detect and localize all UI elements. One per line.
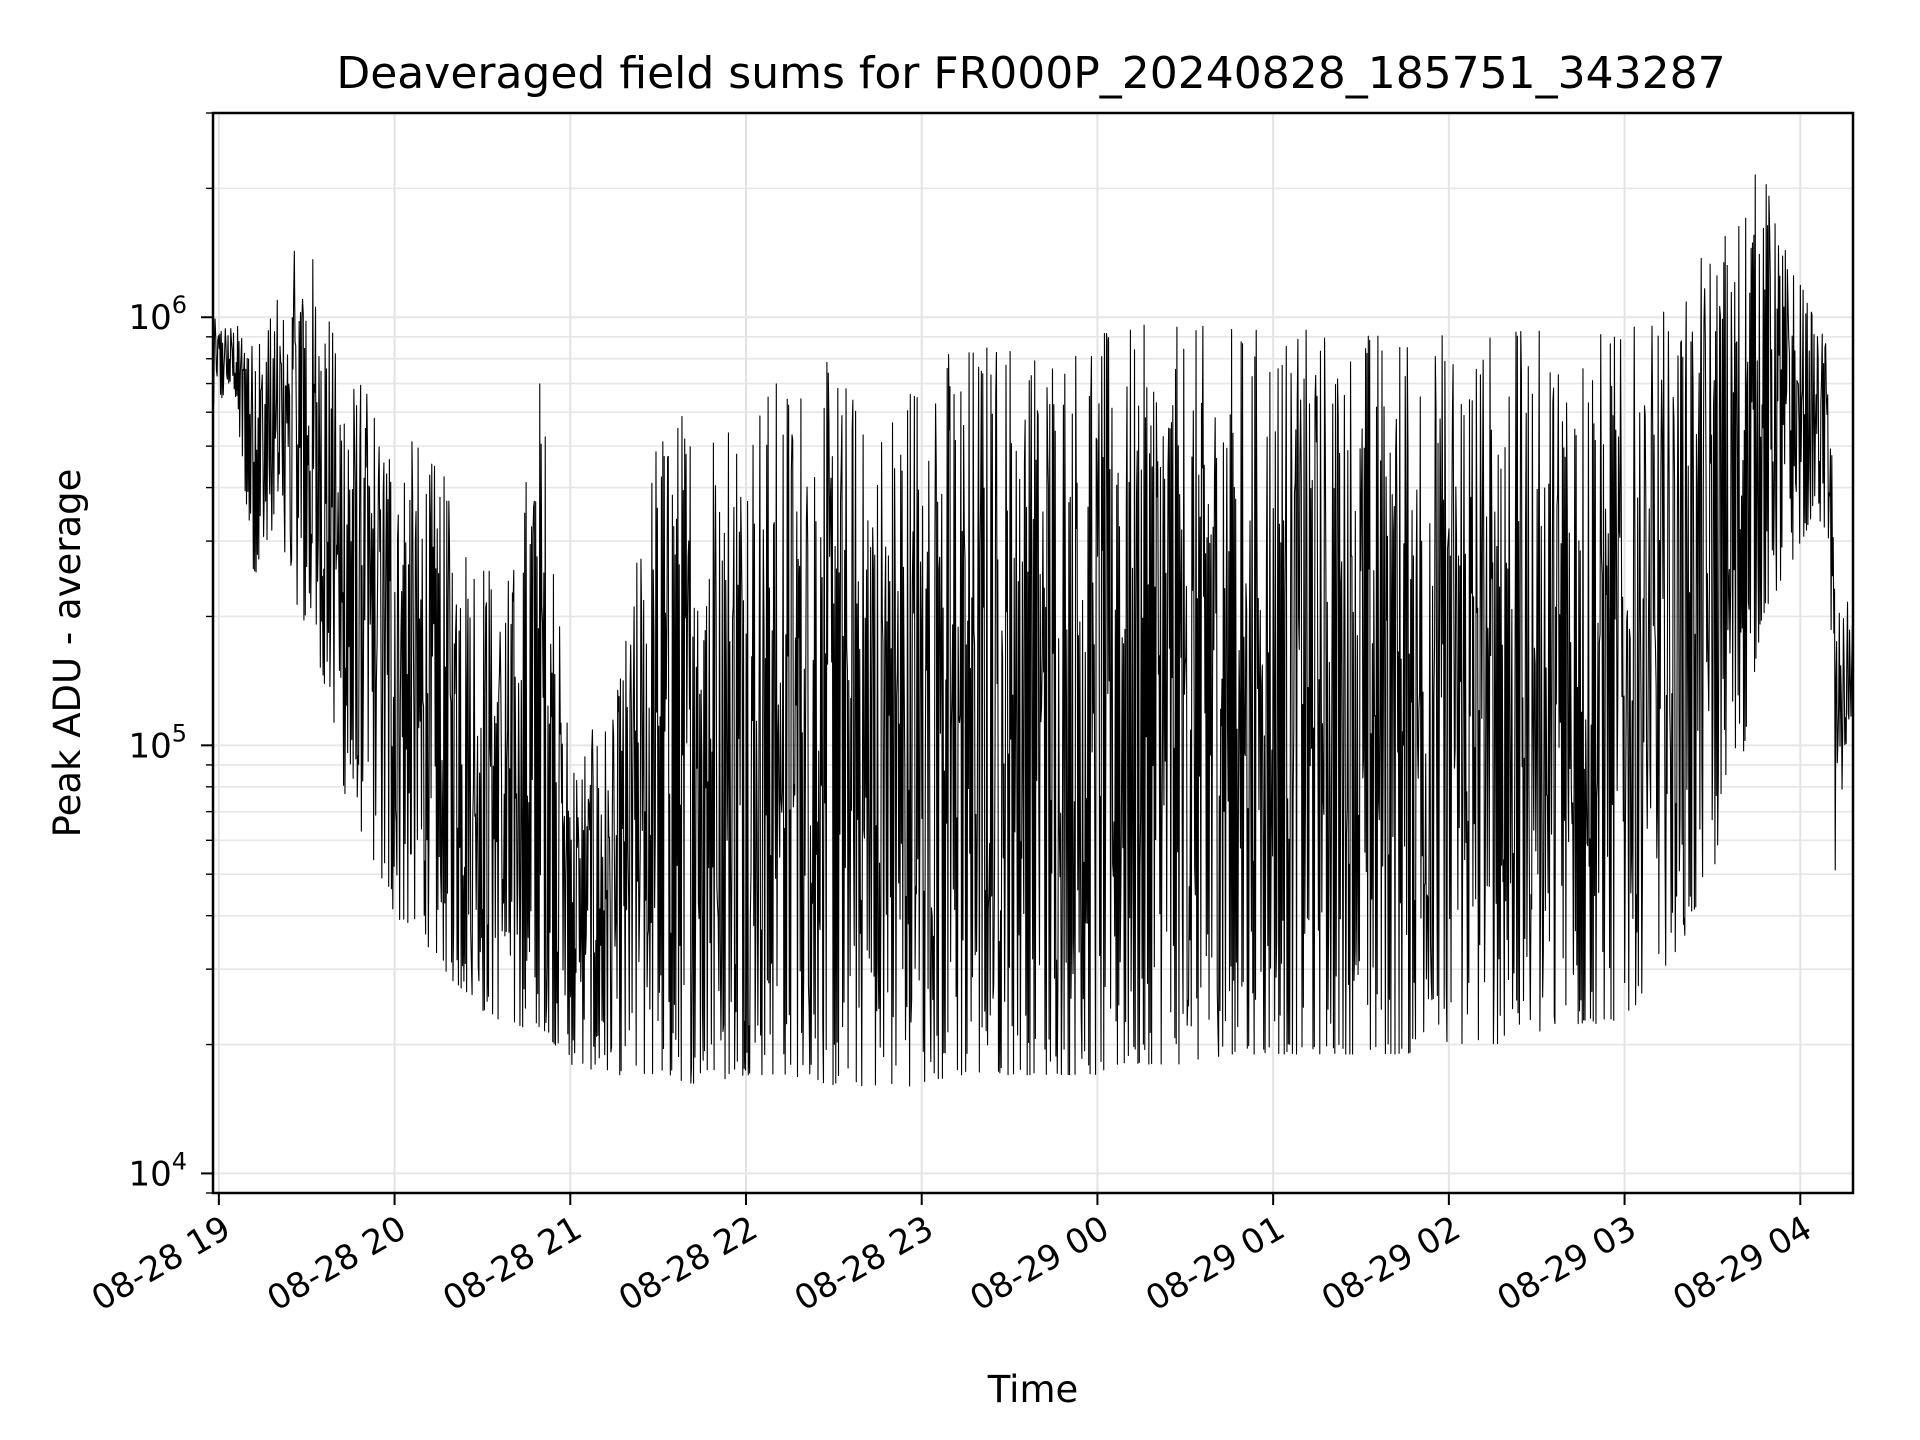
y-axis: 104 105 106: [128, 112, 213, 1194]
chart-title: Deaveraged field sums for FR000P_2024082…: [336, 48, 1725, 99]
y-tick-label: 106: [128, 291, 187, 338]
y-tick-label: 105: [128, 719, 187, 766]
data-series-line: [212, 174, 1854, 1087]
y-tick-label: 104: [128, 1147, 187, 1194]
y-axis-label: Peak ADU - average: [46, 469, 89, 838]
series-path: [212, 174, 1854, 1087]
x-axis-label: Time: [987, 1368, 1079, 1411]
plot-frame: [211, 111, 1855, 1195]
